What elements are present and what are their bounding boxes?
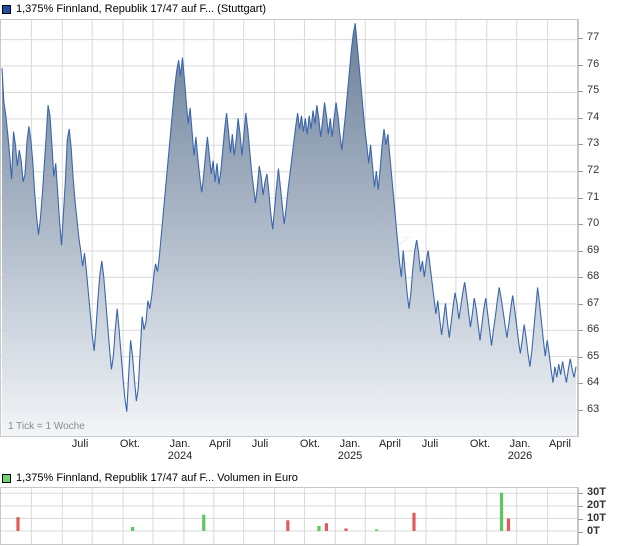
- volume-bar: [16, 517, 20, 531]
- price-legend-label: 1,375% Finnland, Republik 17/47 auf F...…: [16, 3, 267, 15]
- price-y-tick-label: 65: [587, 349, 600, 362]
- tick-mark: [578, 64, 583, 66]
- volume-y-tick-label: 0T: [587, 524, 600, 537]
- volume-chart-gridlines: [1, 488, 577, 544]
- tick-mark: [578, 531, 583, 533]
- volume-bar: [286, 520, 290, 531]
- volume-bars: [16, 492, 511, 531]
- x-tick-label: April: [548, 438, 571, 450]
- tick-mark: [578, 330, 583, 332]
- price-y-tick-label: 67: [587, 296, 600, 309]
- tick-mark: [578, 518, 583, 520]
- x-tick-4: Juli: [252, 438, 269, 450]
- volume-bar: [374, 529, 379, 531]
- x-tick-label: April: [378, 438, 401, 450]
- volume-y-tick-label: 10T: [587, 511, 606, 524]
- x-tick-6: Jan. 2025: [338, 438, 362, 462]
- tick-mark: [578, 303, 583, 305]
- x-tick-9: Okt.: [470, 438, 490, 450]
- x-tick-label: Juli: [71, 438, 89, 450]
- volume-bar: [202, 514, 206, 531]
- x-tick-label: Jan.: [169, 438, 191, 450]
- x-tick-3: April: [209, 438, 231, 450]
- price-y-tick-label: 68: [587, 270, 600, 283]
- volume-legend: 1,375% Finnland, Republik 17/47 auf F...…: [0, 470, 620, 487]
- tick-mark: [578, 383, 583, 385]
- volume-bar: [412, 512, 416, 531]
- price-y-tick-label: 76: [587, 57, 600, 70]
- price-y-tick-label: 72: [587, 163, 600, 176]
- x-tick-11: April: [549, 438, 571, 450]
- x-tick-label: Okt.: [469, 438, 491, 450]
- x-tick-year: 2025: [337, 450, 363, 462]
- volume-bar: [131, 526, 135, 531]
- x-tick-label: Jan.: [509, 438, 531, 450]
- tick-mark: [578, 277, 583, 279]
- volume-y-axis-line: [578, 487, 579, 545]
- tick-mark: [578, 197, 583, 199]
- x-tick-10: Jan. 2026: [508, 438, 532, 462]
- x-tick-5: Okt.: [300, 438, 320, 450]
- volume-bar: [317, 525, 321, 531]
- price-chart-panel[interactable]: CK 1 Tick = 1 Woche: [0, 19, 578, 437]
- volume-series-color-swatch: [2, 474, 11, 483]
- volume-y-tick-label: 30T: [587, 485, 606, 498]
- price-y-tick-label: 66: [587, 323, 600, 336]
- x-tick-label: Jan.: [339, 438, 361, 450]
- tick-mark: [578, 117, 583, 119]
- volume-bar: [344, 528, 348, 531]
- volume-bar: [499, 492, 504, 531]
- x-tick-year: 2026: [507, 450, 533, 462]
- tick-mark: [578, 250, 583, 252]
- tick-mark: [578, 38, 583, 40]
- x-tick-1: Okt.: [120, 438, 140, 450]
- tick-mark: [578, 409, 583, 411]
- volume-chart-panel[interactable]: [0, 487, 578, 545]
- tick-mark: [578, 356, 583, 358]
- volume-bar: [324, 523, 329, 531]
- price-y-tick-label: 70: [587, 217, 600, 230]
- x-tick-label: Juli: [421, 438, 439, 450]
- price-series-color-swatch: [2, 5, 11, 14]
- x-tick-label: Okt.: [299, 438, 321, 450]
- price-y-axis: 77 76 75 74 73 72 71 70 69 68 67 66 65 64 63: [578, 19, 620, 437]
- price-series-area: [1, 23, 577, 436]
- x-tick-label: April: [208, 438, 231, 450]
- x-tick-label: Juli: [251, 438, 269, 450]
- x-tick-0: Juli: [72, 438, 89, 450]
- price-y-tick-label: 74: [587, 110, 600, 123]
- tick-mark: [578, 224, 583, 226]
- price-y-tick-label: 71: [587, 190, 600, 203]
- tick-mark: [578, 144, 583, 146]
- price-x-axis: Juli Okt. Jan. 2024 April Juli Okt. Jan. 2025 Apr…: [0, 438, 578, 468]
- price-y-tick-label: 69: [587, 243, 600, 256]
- volume-y-axis: 30T 20T 10T 0T: [578, 485, 620, 545]
- x-tick-7: April: [379, 438, 401, 450]
- x-tick-8: Juli: [422, 438, 439, 450]
- volume-legend-label: 1,375% Finnland, Republik 17/47 auf F...…: [16, 472, 298, 484]
- volume-bar: [506, 518, 511, 531]
- tick-mark: [578, 170, 583, 172]
- price-y-tick-label: 73: [587, 137, 600, 150]
- x-tick-year: 2024: [167, 450, 193, 462]
- price-y-tick-label: 75: [587, 84, 600, 97]
- price-y-tick-label: 77: [587, 31, 600, 44]
- price-y-tick-label: 63: [587, 402, 600, 415]
- tick-interval-note: 1 Tick = 1 Woche: [8, 421, 85, 432]
- x-tick-label: Okt.: [119, 438, 141, 450]
- x-tick-2: Jan. 2024: [168, 438, 192, 462]
- tick-mark: [578, 492, 583, 494]
- price-legend: 1,375% Finnland, Republik 17/47 auf F...…: [0, 0, 620, 19]
- price-y-tick-label: 64: [587, 376, 600, 389]
- price-y-axis-line: [578, 19, 579, 437]
- volume-y-tick-label: 20T: [587, 498, 606, 511]
- tick-mark: [578, 91, 583, 93]
- tick-mark: [578, 505, 583, 507]
